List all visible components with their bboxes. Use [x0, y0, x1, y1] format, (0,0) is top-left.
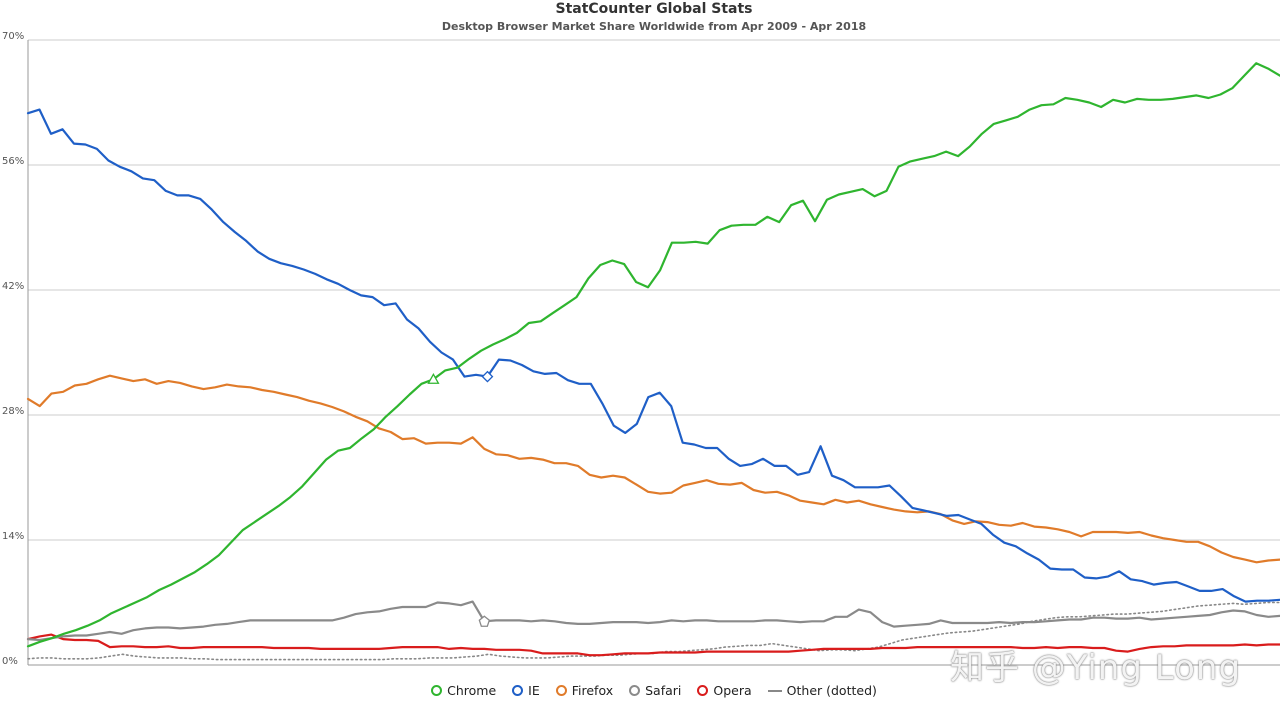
chart-title: StatCounter Global Stats	[555, 1, 753, 17]
legend-item-opera[interactable]: Opera	[697, 683, 752, 698]
y-tick-label: 0%	[2, 656, 18, 667]
y-tick-label: 28%	[2, 406, 24, 417]
legend-item-firefox[interactable]: Firefox	[555, 683, 614, 698]
legend-swatch-firefox	[555, 685, 567, 696]
legend-label-chrome: Chrome	[447, 683, 497, 698]
y-tick-label: 42%	[2, 281, 24, 292]
y-tick-label: 70%	[2, 31, 24, 42]
legend-swatch-safari	[629, 685, 641, 696]
grid-lines	[27, 39, 1280, 666]
legend-label-opera: Opera	[713, 683, 752, 698]
legend-label-safari: Safari	[645, 683, 682, 698]
series-line-firefox[interactable]	[26, 374, 1280, 564]
series-markers	[427, 370, 494, 627]
legend-swatch-ie	[512, 685, 524, 696]
legend-item-chrome[interactable]: Chrome	[431, 683, 496, 698]
legend-swatch-opera	[697, 685, 709, 696]
legend-item-ie[interactable]: IE	[512, 683, 540, 698]
legend-swatch-chrome	[431, 685, 443, 696]
data-point-marker[interactable]	[481, 370, 494, 383]
series-lines	[26, 62, 1280, 661]
legend-swatch-other	[767, 689, 782, 692]
y-tick-label: 56%	[2, 156, 24, 167]
y-axis-ticks: 0% 14% 28% 42% 56% 70%	[2, 31, 24, 667]
legend-label-ie: IE	[528, 683, 540, 698]
data-point-marker[interactable]	[427, 372, 440, 384]
legend-label-other: Other (dotted)	[786, 683, 877, 698]
series-line-ie[interactable]	[26, 108, 1280, 603]
y-tick-label: 14%	[2, 531, 24, 542]
legend-label-firefox: Firefox	[571, 683, 614, 698]
series-line-opera[interactable]	[26, 633, 1280, 657]
legend: Chrome IE Firefox Safari Opera Other (do…	[0, 683, 1280, 698]
watermark: 知乎 @Ying Long	[950, 648, 1242, 688]
series-line-chrome[interactable]	[26, 62, 1280, 648]
legend-item-other[interactable]: Other (dotted)	[767, 683, 877, 698]
chart-subtitle: Desktop Browser Market Share Worldwide f…	[441, 20, 867, 33]
series-line-safari[interactable]	[26, 600, 1280, 642]
data-point-marker[interactable]	[478, 615, 491, 627]
legend-item-safari[interactable]: Safari	[629, 683, 681, 698]
